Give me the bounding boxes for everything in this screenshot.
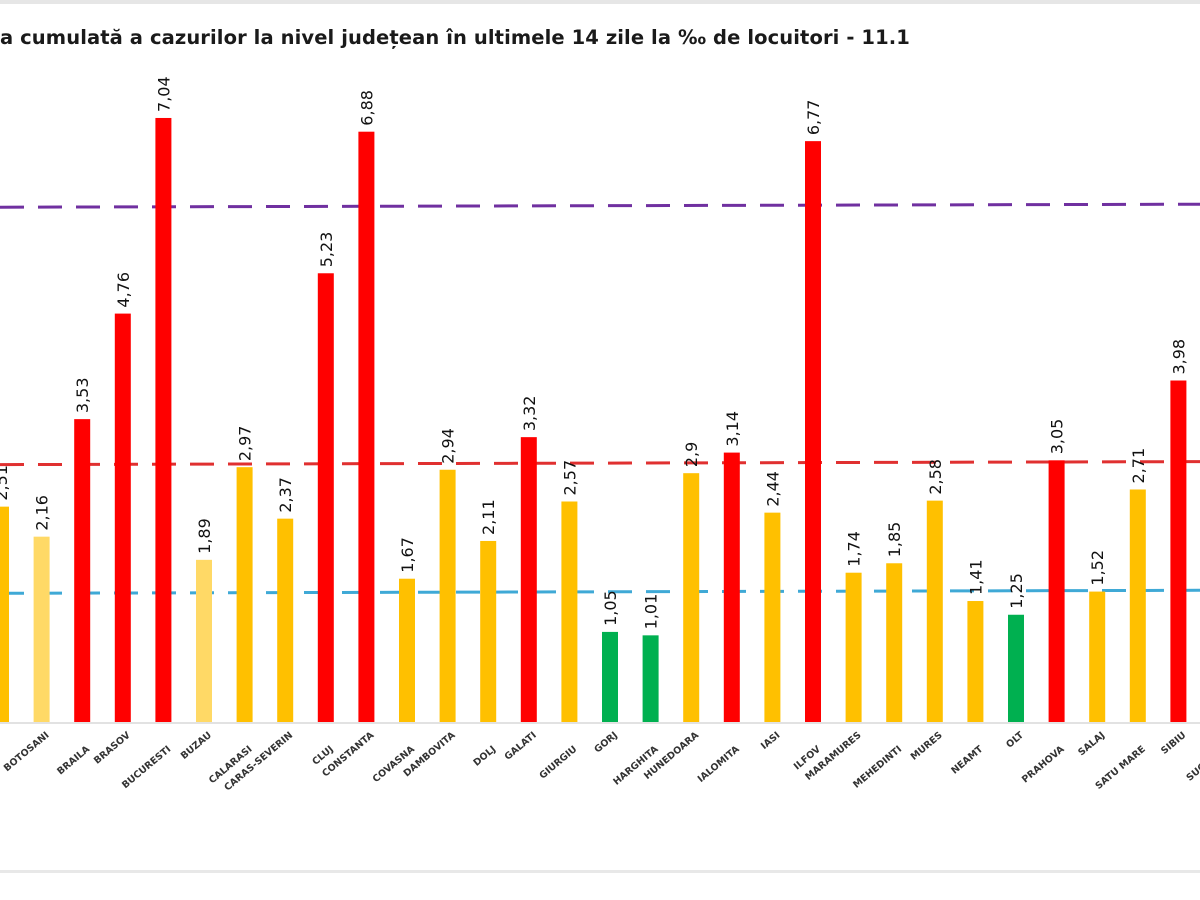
bar xyxy=(439,469,456,722)
bar xyxy=(926,500,943,722)
bar xyxy=(1048,460,1065,722)
bar-value-label: 2,37 xyxy=(276,477,295,513)
bar-value-label: 1,41 xyxy=(966,559,985,595)
bar-value-label: 1,05 xyxy=(601,590,620,626)
bar-value-label: 1,01 xyxy=(642,594,661,630)
category-label: BUZAU xyxy=(179,730,214,762)
bar xyxy=(683,473,700,722)
bar xyxy=(196,559,212,722)
bar xyxy=(642,635,659,722)
category-label: MURES xyxy=(909,730,945,763)
bar xyxy=(74,419,91,722)
bar-value-label: 5,23 xyxy=(317,232,336,268)
category-label: DOLJ xyxy=(471,744,498,769)
category-label: BOTOSANI xyxy=(2,730,52,774)
category-label: MEHEDINTI xyxy=(851,744,904,791)
bar-value-label: 2,58 xyxy=(926,459,945,495)
bar xyxy=(155,117,172,722)
bar-value-label: 1,67 xyxy=(398,537,417,573)
bar xyxy=(886,563,903,722)
category-label: BUCURESTI xyxy=(120,744,173,791)
category-label: OLT xyxy=(1004,730,1026,751)
bar xyxy=(561,501,578,722)
category-label: GIURGIU xyxy=(537,744,579,782)
bar xyxy=(520,437,537,722)
bar xyxy=(602,631,618,722)
bar xyxy=(277,518,294,722)
category-label: GORJ xyxy=(592,730,620,756)
category-label: SIBIU xyxy=(1159,730,1188,757)
reference-line xyxy=(0,460,1200,467)
top-border xyxy=(0,0,1200,4)
bar-value-label: 2,11 xyxy=(479,499,498,535)
bar xyxy=(845,572,862,722)
value-labels: 2,51 2,16 3,53 4,76 7,04 1,89 2,97 2,37 5,23 6,88… xyxy=(0,76,1188,629)
bar-value-label: 2,71 xyxy=(1129,448,1148,484)
bar xyxy=(1129,489,1146,722)
bar-value-label: 4,76 xyxy=(114,272,133,308)
category-label: NEAMT xyxy=(949,744,985,777)
bar xyxy=(805,141,821,722)
category-label: SATU MARE xyxy=(1093,744,1147,792)
bar-value-label: 7,04 xyxy=(154,76,173,112)
bar-value-label: 2,97 xyxy=(236,426,255,462)
bar xyxy=(1089,591,1106,722)
bar-value-label: 6,77 xyxy=(804,100,823,136)
bar-value-label: 1,74 xyxy=(845,531,864,567)
bar xyxy=(480,540,497,722)
bars xyxy=(0,117,1187,723)
bar-value-label: 1,85 xyxy=(885,522,904,558)
bar-value-label: 2,9 xyxy=(682,442,701,467)
bar-value-label: 3,32 xyxy=(520,396,539,432)
bar-value-label: 6,88 xyxy=(357,90,376,126)
bar xyxy=(358,131,375,723)
category-label: IALOMITA xyxy=(696,743,742,784)
category-label: PRAHOVA xyxy=(1020,743,1067,785)
category-label: BRAILA xyxy=(55,743,92,777)
bar-value-label: 1,52 xyxy=(1088,550,1107,586)
bar xyxy=(967,601,984,722)
bar xyxy=(723,452,740,722)
bar-value-label: 1,89 xyxy=(195,518,214,554)
bar-value-label: 3,53 xyxy=(73,378,92,414)
category-label: IASI xyxy=(759,730,782,752)
chart-title: a cumulată a cazurilor la nivel județean… xyxy=(0,26,910,49)
bottom-border xyxy=(0,870,1200,873)
category-label: GALATI xyxy=(503,730,539,763)
bar-value-label: 3,05 xyxy=(1048,419,1067,455)
bar-value-label: 3,98 xyxy=(1169,339,1188,375)
bar xyxy=(764,512,781,722)
category-label: BRASOV xyxy=(92,729,133,766)
bar xyxy=(399,578,415,722)
category-label: SALAJ xyxy=(1076,730,1107,758)
bar-value-label: 2,94 xyxy=(439,428,458,464)
reference-lines xyxy=(0,202,1200,595)
bar-value-label: 2,44 xyxy=(763,471,782,507)
bar-value-label: 2,16 xyxy=(33,495,52,531)
bar xyxy=(33,536,50,722)
bar-value-label: 2,51 xyxy=(0,465,11,501)
bar xyxy=(0,506,9,722)
bar-value-label: 2,57 xyxy=(560,460,579,496)
category-label: SUCEAVA xyxy=(1184,743,1200,783)
bar xyxy=(1008,614,1024,722)
bar xyxy=(1170,380,1187,722)
bar xyxy=(236,467,253,722)
bar xyxy=(114,313,131,722)
reference-line xyxy=(0,202,1200,209)
bar xyxy=(317,273,334,722)
bar-value-label: 3,14 xyxy=(723,411,742,447)
bar-value-label: 1,25 xyxy=(1007,573,1026,609)
